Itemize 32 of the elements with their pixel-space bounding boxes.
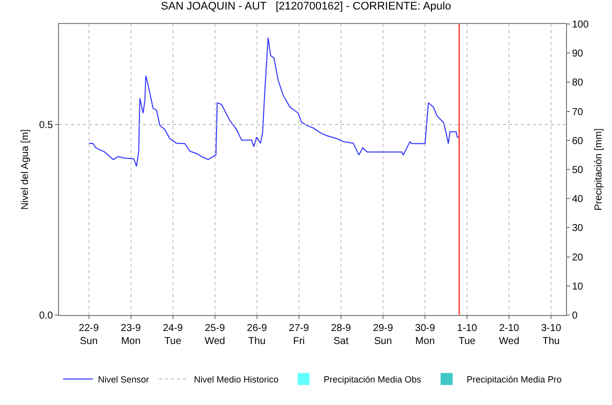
y2-tick-label: 0 — [572, 310, 578, 322]
x-tick-label: 22-9 Sun — [78, 323, 100, 347]
y-axis-title: Nivel del Agua [m] — [20, 128, 32, 210]
y2-tick-label: 90 — [572, 48, 584, 60]
y2-tick-label: 20 — [572, 252, 584, 264]
y2-tick-label: 50 — [572, 165, 584, 176]
y2-tick-label: 10 — [572, 281, 584, 292]
legend-label: Precipitación Media Pro — [466, 374, 562, 384]
y2-tick-label: 30 — [572, 223, 584, 234]
x-tick-label: 24-9 Tue — [162, 323, 184, 347]
x-tick-label: 2-10 Wed — [498, 323, 520, 347]
y-tick-label: 0.5 — [39, 120, 54, 132]
y2-tick-label: 80 — [572, 78, 584, 89]
y2-tick-label: 40 — [572, 194, 584, 206]
x-tick-label: 28-9 Sat — [330, 323, 352, 347]
x-tick-label: 23-9 Mon — [120, 323, 142, 347]
y2-tick-label: 70 — [572, 106, 584, 118]
legend-label: Nivel Medio Historico — [194, 374, 279, 384]
legend-label: Nivel Sensor — [98, 374, 150, 384]
x-tick-label: 30-9 Mon — [415, 323, 436, 347]
chart-title: SAN JOAQUIN - AUT [2120700162] - CORRIENTE: Apulo — [160, 0, 452, 13]
x-tick-label: 29-9 Sun — [372, 323, 394, 347]
legend-label: Precipitación Media Obs — [324, 374, 422, 384]
y-tick-label: 0.0 — [39, 310, 54, 322]
x-tick-label: 27-9 Fri — [288, 323, 310, 347]
x-tick-label: 25-9 Wed — [204, 323, 226, 347]
x-tick-label: 26-9 Thu — [246, 323, 268, 347]
y2-tick-label: 100 — [572, 20, 590, 30]
y2-tick-label: 60 — [572, 136, 584, 147]
x-tick-label: 3-10 Thu — [541, 323, 562, 347]
x-tick-label: 1-10 Tue — [457, 323, 478, 347]
y2-axis-title: Precipitación [mm] — [594, 128, 605, 211]
